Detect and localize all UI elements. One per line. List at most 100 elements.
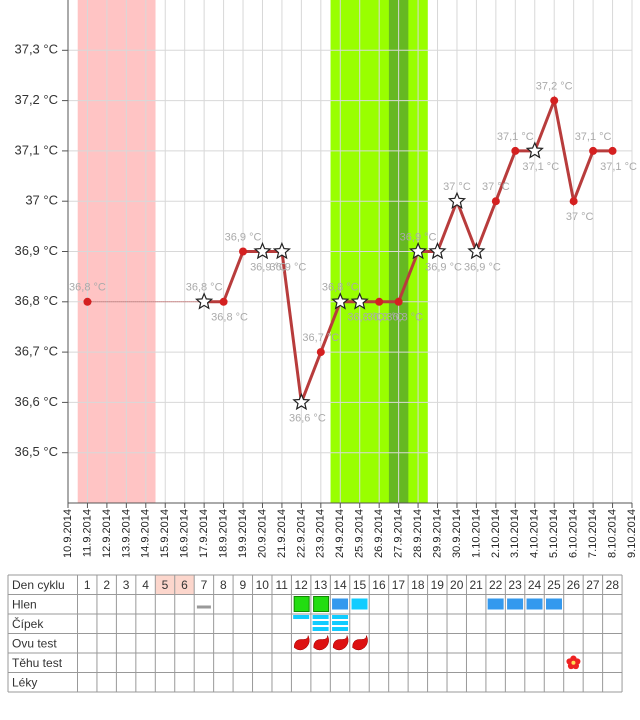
x-tick-label: 15.9.2014 xyxy=(159,509,171,558)
x-tick-label: 28.9.2014 xyxy=(412,509,424,558)
cycle-day: 17 xyxy=(392,578,406,592)
value-label: 36,8 °C xyxy=(347,312,384,324)
dot-marker xyxy=(550,96,559,105)
cycle-day: 6 xyxy=(181,578,188,592)
value-label: 36,8 °C xyxy=(211,312,248,324)
mucus-icon xyxy=(351,598,368,610)
cervix-icon xyxy=(332,627,349,631)
cycle-day: 26 xyxy=(567,578,581,592)
y-tick-label: 36,7 °C xyxy=(14,344,58,359)
mucus-icon xyxy=(507,598,524,610)
value-label: 37,1 °C xyxy=(522,161,559,173)
x-tick-label: 24.9.2014 xyxy=(334,509,346,558)
dot-marker xyxy=(608,146,617,155)
cycle-day: 24 xyxy=(528,578,542,592)
x-tick-label: 1.10.2014 xyxy=(470,509,482,558)
x-tick-label: 8.10.2014 xyxy=(606,509,618,558)
star-marker xyxy=(447,191,467,209)
value-label: 36,9 °C xyxy=(270,261,307,273)
x-tick-label: 30.9.2014 xyxy=(451,509,463,558)
cycle-day: 8 xyxy=(220,578,227,592)
ovulation-test-icon xyxy=(352,635,368,651)
ovulation-test-icon xyxy=(313,635,329,651)
cycle-day: 25 xyxy=(547,578,561,592)
mucus-icon xyxy=(526,598,543,610)
x-tick-label: 23.9.2014 xyxy=(315,509,327,558)
cycle-day: 12 xyxy=(294,578,308,592)
x-tick-label: 16.9.2014 xyxy=(179,509,191,558)
cycle-day: 1 xyxy=(84,578,91,592)
row-label: Čípek xyxy=(12,616,44,631)
x-tick-label: 6.10.2014 xyxy=(568,509,580,558)
value-label: 36,9 °C xyxy=(400,231,437,243)
star-marker xyxy=(467,241,486,260)
value-label: 37,1 °C xyxy=(600,161,637,173)
row-label: Ovu test xyxy=(12,636,57,650)
cycle-day: 18 xyxy=(411,578,425,592)
x-tick-label: 27.9.2014 xyxy=(393,509,405,558)
cervix-icon xyxy=(312,627,329,631)
value-label: 37,2 °C xyxy=(536,81,573,93)
value-label: 37 °C xyxy=(566,211,594,223)
cycle-day: 2 xyxy=(103,578,110,592)
ovulation-test-icon xyxy=(332,635,349,651)
cycle-day: 10 xyxy=(256,578,270,592)
x-tick-label: 3.10.2014 xyxy=(509,509,521,558)
dot-marker xyxy=(491,197,500,206)
cycle-day: 13 xyxy=(314,578,328,592)
y-tick-label: 37,2 °C xyxy=(14,92,58,107)
row-label: Hlen xyxy=(12,597,37,611)
x-tick-label: 25.9.2014 xyxy=(354,509,366,558)
ovulation-test-icon xyxy=(293,635,310,651)
cycle-day: 11 xyxy=(275,578,288,592)
mucus-icon xyxy=(313,596,330,612)
x-tick-label: 21.9.2014 xyxy=(276,509,288,558)
value-label: 36,8 °C xyxy=(386,312,423,324)
star-marker xyxy=(292,392,311,411)
star-marker xyxy=(350,292,369,310)
value-label: 36,9 °C xyxy=(225,231,262,243)
y-tick-label: 37,1 °C xyxy=(14,142,58,157)
mucus-icon xyxy=(293,596,310,612)
value-label: 36,7 °C xyxy=(302,332,339,344)
dot-marker xyxy=(569,197,578,206)
value-label: 36,8 °C xyxy=(367,312,404,324)
value-label: 36,9 °C xyxy=(425,261,462,273)
star-marker xyxy=(409,241,428,260)
value-label: 36,8 °C xyxy=(186,282,223,294)
row-label: Těhu test xyxy=(12,656,63,670)
star-marker xyxy=(525,141,544,159)
x-tick-label: 10.9.2014 xyxy=(62,509,74,558)
x-tick-label: 12.9.2014 xyxy=(101,509,113,558)
y-tick-label: 37 °C xyxy=(25,193,58,208)
cycle-day: 23 xyxy=(508,578,522,592)
cervix-icon xyxy=(332,621,349,625)
y-tick-label: 36,6 °C xyxy=(14,394,58,409)
x-tick-label: 11.9.2014 xyxy=(81,509,93,557)
pregnancy-test-icon xyxy=(571,660,576,665)
highlight-cell xyxy=(155,575,175,595)
cycle-day: 15 xyxy=(353,578,367,592)
dot-marker xyxy=(316,348,325,357)
value-label: 37,1 °C xyxy=(497,131,534,143)
dot-marker xyxy=(394,297,403,306)
x-tick-label: 4.10.2014 xyxy=(529,509,541,558)
x-tick-label: 5.10.2014 xyxy=(548,509,560,558)
value-label: 36,8 °C xyxy=(322,282,359,294)
value-label: 37 °C xyxy=(443,181,471,193)
y-tick-label: 36,8 °C xyxy=(14,293,58,308)
cycle-day: 14 xyxy=(333,578,347,592)
star-marker xyxy=(428,241,447,260)
cycle-day: 20 xyxy=(450,578,464,592)
cervix-icon xyxy=(312,615,329,619)
x-tick-label: 7.10.2014 xyxy=(587,509,599,558)
cervix-icon xyxy=(332,615,349,619)
cycle-day: 27 xyxy=(586,578,600,592)
row-label: Den cyklu xyxy=(12,578,65,592)
cycle-day: 19 xyxy=(431,578,445,592)
pregnancy-test-icon xyxy=(566,658,573,665)
dot-marker xyxy=(511,146,520,155)
temperature-line xyxy=(204,95,613,403)
x-tick-label: 13.9.2014 xyxy=(120,509,132,558)
